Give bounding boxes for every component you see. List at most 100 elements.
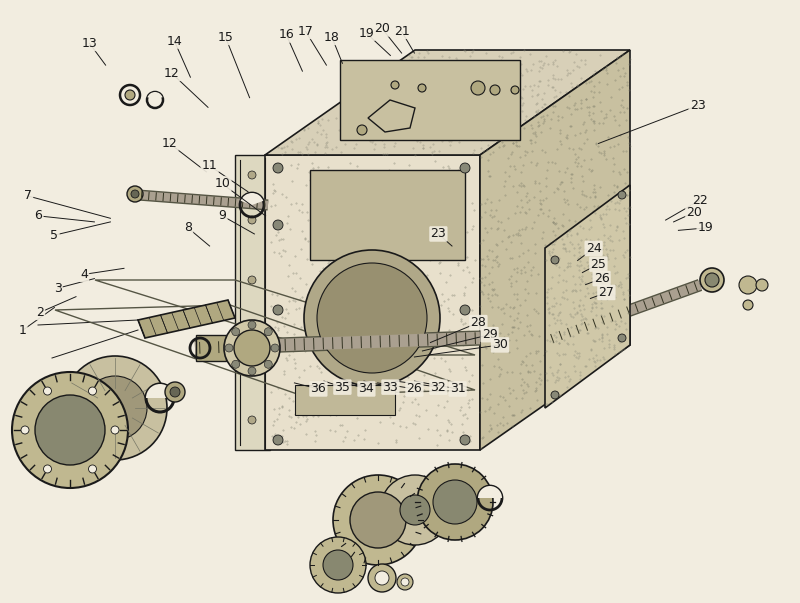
Polygon shape — [138, 300, 235, 338]
Text: 2: 2 — [36, 306, 44, 319]
Circle shape — [234, 330, 270, 366]
Circle shape — [127, 186, 143, 202]
Polygon shape — [545, 185, 630, 408]
Circle shape — [418, 84, 426, 92]
Circle shape — [248, 321, 256, 329]
Circle shape — [323, 550, 353, 580]
Circle shape — [111, 426, 119, 434]
Circle shape — [43, 387, 51, 395]
Circle shape — [705, 273, 719, 287]
Text: 7: 7 — [24, 189, 32, 203]
Wedge shape — [241, 193, 263, 205]
Text: 18: 18 — [324, 31, 340, 44]
Circle shape — [400, 495, 430, 525]
Circle shape — [739, 276, 757, 294]
Circle shape — [433, 480, 477, 524]
Circle shape — [125, 90, 135, 100]
Wedge shape — [146, 384, 174, 398]
Circle shape — [460, 435, 470, 445]
Circle shape — [368, 564, 396, 592]
Polygon shape — [480, 50, 630, 450]
Text: 6: 6 — [34, 209, 42, 223]
Text: 23: 23 — [430, 227, 446, 241]
Circle shape — [304, 250, 440, 386]
Circle shape — [12, 372, 128, 488]
Polygon shape — [265, 155, 480, 450]
Circle shape — [756, 279, 768, 291]
Circle shape — [273, 163, 283, 173]
Bar — [196, 335, 226, 361]
Text: 31: 31 — [450, 382, 466, 396]
Circle shape — [170, 387, 180, 397]
Text: 19: 19 — [358, 27, 374, 40]
Text: 17: 17 — [298, 25, 314, 38]
Circle shape — [35, 395, 105, 465]
Polygon shape — [265, 50, 630, 155]
Text: 20: 20 — [374, 22, 390, 36]
Text: 3: 3 — [54, 282, 62, 295]
Circle shape — [273, 305, 283, 315]
Circle shape — [232, 328, 240, 336]
Circle shape — [232, 360, 240, 368]
Circle shape — [248, 171, 256, 179]
Circle shape — [248, 276, 256, 284]
Text: 12: 12 — [164, 67, 180, 80]
Circle shape — [310, 537, 366, 593]
Circle shape — [618, 334, 626, 342]
Circle shape — [397, 574, 413, 590]
Circle shape — [89, 387, 97, 395]
Text: 8: 8 — [184, 221, 192, 235]
Text: 28: 28 — [470, 316, 486, 329]
Text: 22: 22 — [692, 194, 708, 207]
Circle shape — [391, 81, 399, 89]
Circle shape — [83, 376, 147, 440]
Circle shape — [357, 125, 367, 135]
Text: 35: 35 — [334, 380, 350, 394]
Circle shape — [89, 465, 97, 473]
Wedge shape — [478, 486, 502, 498]
Circle shape — [700, 268, 724, 292]
Text: 9: 9 — [218, 209, 226, 223]
Text: 15: 15 — [218, 31, 234, 44]
Circle shape — [471, 81, 485, 95]
Text: 26: 26 — [594, 272, 610, 285]
Polygon shape — [340, 60, 520, 140]
Circle shape — [490, 85, 500, 95]
Circle shape — [618, 191, 626, 199]
Text: 5: 5 — [50, 229, 58, 242]
Text: 16: 16 — [278, 28, 294, 42]
Circle shape — [350, 492, 406, 548]
Circle shape — [63, 356, 167, 460]
Circle shape — [401, 578, 409, 586]
Circle shape — [273, 220, 283, 230]
Circle shape — [224, 320, 280, 376]
Polygon shape — [235, 155, 270, 450]
Circle shape — [248, 356, 256, 364]
Text: 34: 34 — [358, 382, 374, 396]
Circle shape — [333, 475, 423, 565]
Polygon shape — [368, 100, 415, 132]
Text: 14: 14 — [166, 34, 182, 48]
Text: 11: 11 — [202, 159, 218, 172]
Circle shape — [317, 263, 427, 373]
Text: 27: 27 — [598, 286, 614, 299]
Circle shape — [248, 367, 256, 375]
Bar — [310, 170, 465, 260]
Text: 33: 33 — [382, 380, 398, 394]
Circle shape — [271, 344, 279, 352]
Text: 32: 32 — [430, 380, 446, 394]
Text: 10: 10 — [214, 177, 230, 191]
Text: 26: 26 — [406, 382, 422, 396]
Circle shape — [460, 163, 470, 173]
Bar — [295, 385, 395, 415]
Text: 23: 23 — [690, 99, 706, 112]
Text: 1: 1 — [18, 324, 26, 337]
Text: 36: 36 — [310, 382, 326, 396]
Circle shape — [743, 300, 753, 310]
Circle shape — [165, 382, 185, 402]
Text: 19: 19 — [698, 221, 714, 235]
Wedge shape — [147, 92, 162, 100]
Circle shape — [131, 190, 139, 198]
Circle shape — [417, 464, 493, 540]
Text: 24: 24 — [586, 242, 602, 255]
